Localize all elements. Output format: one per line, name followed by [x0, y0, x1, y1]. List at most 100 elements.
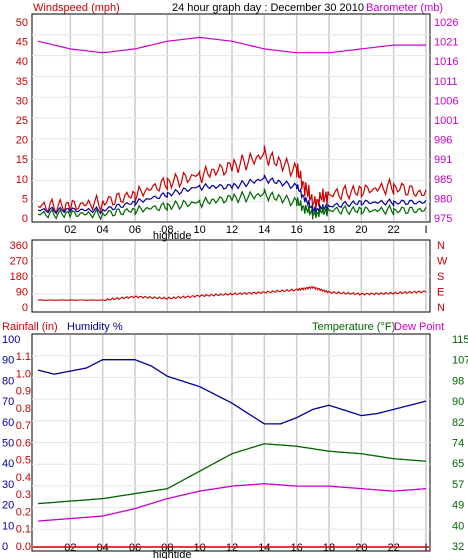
- x-tick-label: 16: [291, 224, 303, 236]
- humidity-tick-label: 90: [2, 355, 14, 367]
- windspeed-tick-label: 15: [16, 154, 28, 166]
- rainfall-tick-label: 0.8: [16, 403, 31, 415]
- x-tick-label: 14: [258, 224, 270, 236]
- hightide-marker-label: hightide: [153, 549, 192, 559]
- humidity-tick-label: 60: [2, 417, 14, 429]
- temperature-tick-label: 107: [452, 355, 468, 367]
- rainfall-tick-label: 0.2: [16, 506, 31, 518]
- windspeed-axis-label: Windspeed (mph): [33, 2, 120, 14]
- wind-average-line: [37, 174, 427, 215]
- rainfall-tick-label: 0.4: [16, 472, 31, 484]
- rainfall-tick-label: 0.3: [16, 489, 31, 501]
- direction-tick-label: 180: [10, 271, 28, 283]
- windspeed-tick-label: 40: [16, 56, 28, 68]
- humidity-axis-label: Humidity %: [67, 321, 123, 333]
- windspeed-tick-label: 0: [22, 213, 28, 225]
- rainfall-tick-label: 0.0: [16, 541, 31, 553]
- barometer-tick-label: 1026: [434, 17, 458, 29]
- humidity-tick-label: 50: [2, 438, 14, 450]
- direction-tick-label: 270: [10, 256, 28, 268]
- barometer-tick-label: 980: [434, 193, 452, 205]
- x-tick-label: 10: [194, 542, 206, 554]
- rainfall-tick-label: 1.0: [16, 368, 31, 380]
- barometer-axis-label: Barometer (mb): [366, 2, 443, 14]
- humidity-tick-label: 0: [2, 541, 8, 553]
- rainfall-tick-label: 0.7: [16, 420, 31, 432]
- windspeed-tick-label: 5: [22, 193, 28, 205]
- barometer-tick-label: 1016: [434, 56, 458, 68]
- x-tick-label: I: [424, 224, 427, 236]
- humidity-tick-label: 80: [2, 375, 14, 387]
- wind-direction-line: [37, 286, 427, 301]
- humidity-tick-label: 100: [2, 334, 20, 346]
- windspeed-tick-label: 50: [16, 17, 28, 29]
- x-tick-label: 22: [388, 542, 400, 554]
- x-tick-label: 02: [64, 542, 76, 554]
- windspeed-tick-label: 10: [16, 174, 28, 186]
- x-tick-label: 18: [323, 224, 335, 236]
- direction-tick-label: 90: [16, 287, 28, 299]
- x-tick-label: 20: [355, 542, 367, 554]
- wind-low-line: [37, 188, 427, 221]
- temperature-tick-label: 115: [452, 334, 468, 346]
- humidity-tick-label: 10: [2, 520, 14, 532]
- x-tick-label: 08: [161, 542, 173, 554]
- x-tick-label: 06: [129, 542, 141, 554]
- rainfall-tick-label: 1.1: [16, 351, 31, 363]
- compass-tick-label: N: [437, 240, 445, 252]
- temperature-tick-label: 32: [452, 541, 464, 553]
- x-tick-label: 02: [64, 224, 76, 236]
- dew-point-axis-label: Dew Point: [394, 321, 444, 333]
- windspeed-tick-label: 35: [16, 76, 28, 88]
- x-tick-label: 22: [388, 224, 400, 236]
- barometer-line: [37, 36, 426, 54]
- wind-gust-line: [37, 145, 427, 216]
- direction-tick-label: 360: [10, 240, 28, 252]
- rainfall-tick-label: 0.6: [16, 437, 31, 449]
- x-tick-label: 16: [291, 542, 303, 554]
- humidity-tick-label: 30: [2, 479, 14, 491]
- barometer-tick-label: 985: [434, 174, 452, 186]
- x-tick-label: 06: [129, 224, 141, 236]
- compass-tick-label: E: [437, 287, 444, 299]
- x-tick-label: I: [424, 542, 427, 554]
- temperature-tick-label: 65: [452, 458, 464, 470]
- dew-point-line: [37, 483, 427, 522]
- x-tick-label: 12: [226, 224, 238, 236]
- temperature-tick-label: 82: [452, 417, 464, 429]
- x-tick-label: 04: [97, 224, 109, 236]
- windspeed-tick-label: 45: [16, 37, 28, 49]
- chart-title: 24 hour graph day : December 30 2010: [172, 2, 364, 14]
- direction-tick-label: 0: [22, 302, 28, 314]
- compass-tick-label: N: [437, 302, 445, 314]
- temperature-tick-label: 90: [452, 396, 464, 408]
- compass-tick-label: S: [437, 271, 444, 283]
- barometer-tick-label: 1021: [434, 37, 458, 49]
- rainfall-axis-label: Rainfall (in): [2, 321, 58, 333]
- barometer-tick-label: 996: [434, 135, 452, 147]
- temperature-tick-label: 74: [452, 438, 464, 450]
- x-tick-label: 18: [323, 542, 335, 554]
- temperature-tick-label: 40: [452, 520, 464, 532]
- x-tick-label: 10: [194, 224, 206, 236]
- temperature-axis-label: Temperature (°F): [312, 321, 395, 333]
- temperature-tick-label: 49: [452, 500, 464, 512]
- x-tick-label: 08: [161, 224, 173, 236]
- barometer-tick-label: 1001: [434, 115, 458, 127]
- x-tick-label: 14: [258, 542, 270, 554]
- x-tick-label: 20: [355, 224, 367, 236]
- x-tick-label: 04: [97, 542, 109, 554]
- rainfall-tick-label: 0.9: [16, 386, 31, 398]
- humidity-tick-label: 20: [2, 500, 14, 512]
- compass-tick-label: W: [437, 256, 448, 268]
- windspeed-tick-label: 30: [16, 95, 28, 107]
- barometer-tick-label: 975: [434, 213, 452, 225]
- barometer-tick-label: 1011: [434, 76, 458, 88]
- temperature-tick-label: 57: [452, 479, 464, 491]
- rainfall-tick-label: 0.1: [16, 524, 31, 536]
- windspeed-tick-label: 25: [16, 115, 28, 127]
- rainfall-tick-label: 0.5: [16, 455, 31, 467]
- humidity-tick-label: 70: [2, 396, 14, 408]
- barometer-tick-label: 991: [434, 154, 452, 166]
